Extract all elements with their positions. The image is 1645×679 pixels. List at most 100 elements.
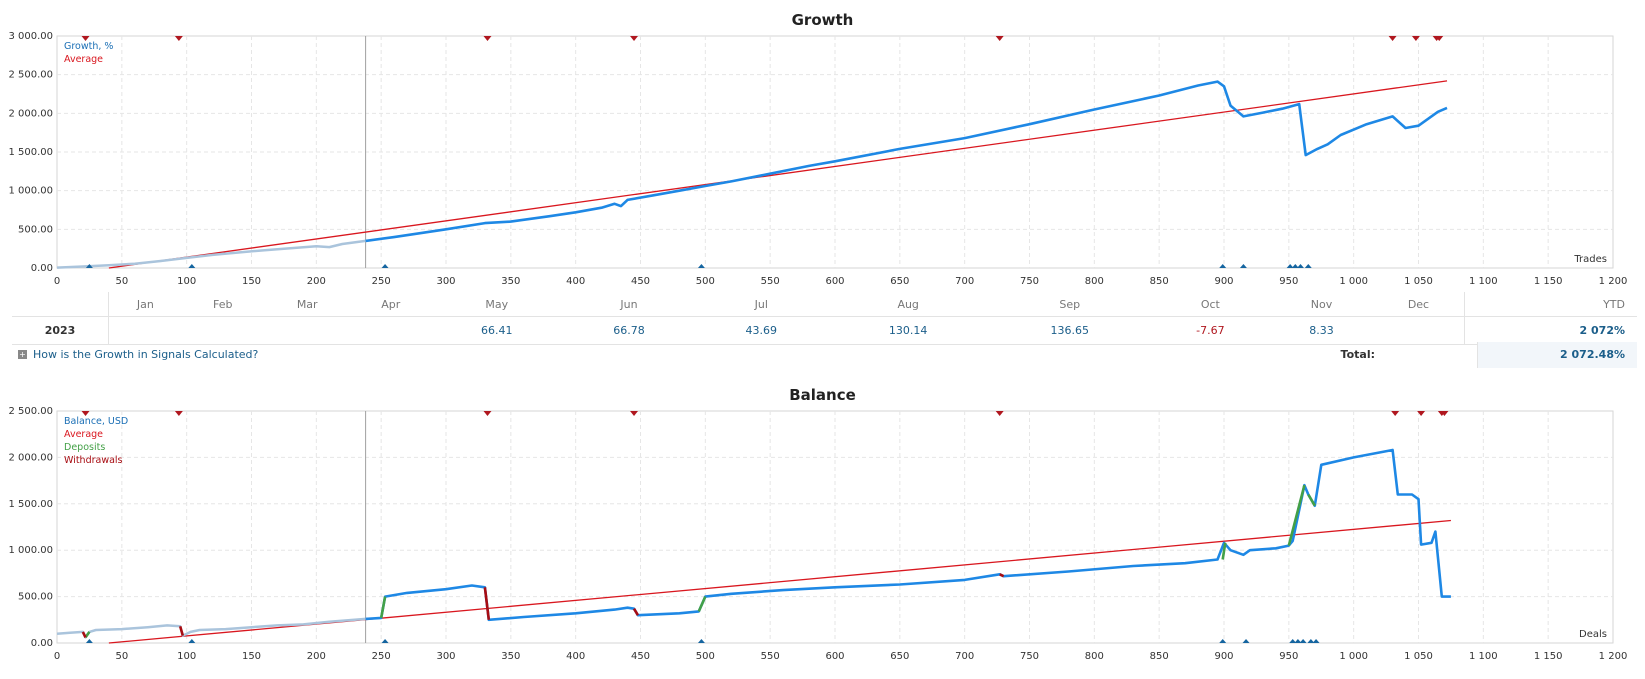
- year-label: 2023: [12, 316, 109, 345]
- ytd-value: 2 072%: [1464, 316, 1637, 345]
- chart-0-top-marker-0: [81, 36, 90, 41]
- chart-0-x-tick-label-23: 1 150: [1534, 276, 1563, 287]
- chart-1-deposits-segment-4: [1307, 493, 1316, 507]
- chart-1-withdrawals-segment-4: [81, 631, 87, 638]
- chart-0-y-tick-label-0: 0.00: [31, 263, 53, 274]
- month-header-jun: Jun: [562, 292, 696, 317]
- chart-1-legend-entry-2: Deposits: [64, 442, 105, 453]
- chart-1-x-tick-label-2: 100: [177, 651, 196, 662]
- chart-0-top-marker-2: [483, 36, 492, 41]
- growth-help-link[interactable]: + How is the Growth in Signals Calculated…: [18, 348, 258, 361]
- chart-1-x-tick-label-4: 200: [307, 651, 326, 662]
- month-value-feb[interactable]: [181, 316, 264, 345]
- month-value-jun[interactable]: 66.78: [562, 316, 696, 345]
- chart-0-x-tick-label-22: 1 100: [1469, 276, 1498, 287]
- chart-0-y-tick-label-3: 1 500.00: [8, 147, 53, 158]
- month-value-jan[interactable]: [108, 316, 182, 345]
- chart-1-bottom-marker-5: [1242, 639, 1250, 643]
- month-header-feb: Feb: [181, 292, 264, 317]
- chart-0-y-tick-label-1: 500.00: [18, 224, 53, 235]
- chart-1-bottom-marker-0: [85, 639, 93, 643]
- chart-1-x-tick-label-15: 750: [1020, 651, 1039, 662]
- month-value-aug[interactable]: 130.14: [827, 316, 989, 345]
- chart-1-legend-entry-3: Withdrawals: [64, 455, 123, 466]
- month-value-may[interactable]: 66.41: [430, 316, 563, 345]
- month-value-nov[interactable]: 8.33: [1270, 316, 1373, 345]
- chart-0-x-tick-label-0: 0: [54, 276, 60, 287]
- chart-1-top-marker-0: [81, 411, 90, 416]
- chart-1-withdrawals-segment-2: [632, 608, 640, 616]
- chart-1-deposits-segment-1: [697, 596, 707, 612]
- chart-0-y-tick-label-2: 1 000.00: [8, 186, 53, 197]
- chart-0-x-tick-label-2: 100: [177, 276, 196, 287]
- month-header-may: May: [430, 292, 563, 317]
- growth-help-text[interactable]: How is the Growth in Signals Calculated?: [33, 348, 259, 361]
- chart-1-x-tick-label-22: 1 100: [1469, 651, 1498, 662]
- chart-0-bottom-marker-7: [1291, 264, 1299, 268]
- chart-1-bottom-marker-9: [1307, 639, 1315, 643]
- chart-1-bottom-marker-2: [381, 639, 389, 643]
- chart-1-bottom-marker-6: [1289, 639, 1297, 643]
- chart-1-top-marker-1: [174, 411, 183, 416]
- chart-1-top-marker-4: [995, 411, 1004, 416]
- chart-1-x-tick-label-8: 400: [566, 651, 585, 662]
- month-value-mar[interactable]: [263, 316, 351, 345]
- chart-1-y-tick-label-3: 1 500.00: [8, 499, 53, 510]
- chart-0-x-tick-label-21: 1 050: [1404, 276, 1433, 287]
- chart-0-x-tick-label-14: 700: [955, 276, 974, 287]
- chart-1-bottom-marker-1: [188, 639, 196, 643]
- chart-1-top-marker-8: [1440, 411, 1449, 416]
- chart-1-withdrawals-segment-1: [483, 587, 491, 620]
- chart-0-top-marker-3: [630, 36, 639, 41]
- chart-1-x-tick-label-3: 150: [242, 651, 261, 662]
- year-header-cell: [12, 292, 109, 317]
- year-row-2023: 2023 66.41 66.78 43.69 130.14 136.65 -7.…: [12, 316, 1637, 345]
- chart-0-x-tick-label-9: 450: [631, 276, 650, 287]
- chart-0-y-tick-label-5: 2 500.00: [8, 70, 53, 81]
- balance-chart-title: Balance: [789, 386, 856, 404]
- month-header-sep: Sep: [988, 292, 1151, 317]
- chart-1-x-tick-label-7: 350: [501, 651, 520, 662]
- chart-0-x-tick-label-4: 200: [307, 276, 326, 287]
- chart-1-y-tick-label-0: 0.00: [31, 638, 53, 649]
- chart-1-top-marker-3: [630, 411, 639, 416]
- chart-1-bottom-marker-10: [1312, 639, 1320, 643]
- chart-0-x-tick-label-17: 850: [1150, 276, 1169, 287]
- chart-0-x-tick-label-18: 900: [1214, 276, 1233, 287]
- month-value-oct[interactable]: -7.67: [1150, 316, 1271, 345]
- chart-0-x-tick-label-19: 950: [1279, 276, 1298, 287]
- chart-0-legend-entry-0: Growth, %: [64, 41, 113, 52]
- chart-1-deposits-segment-2: [1221, 542, 1227, 560]
- chart-0-bottom-marker-1: [188, 264, 196, 268]
- chart-1-top-marker-2: [483, 411, 492, 416]
- chart-1-deposits-segment-3: [1287, 484, 1306, 546]
- month-header-mar: Mar: [263, 292, 351, 317]
- chart-1-x-tick-label-9: 450: [631, 651, 650, 662]
- expand-icon[interactable]: +: [18, 350, 27, 359]
- chart-0-x-tick-label-5: 250: [372, 276, 391, 287]
- month-header-jan: Jan: [108, 292, 182, 317]
- chart-0-y-tick-label-4: 2 000.00: [8, 108, 53, 119]
- chart-1-x-tick-label-21: 1 050: [1404, 651, 1433, 662]
- chart-0-top-marker-1: [174, 36, 183, 41]
- month-value-apr[interactable]: [350, 316, 431, 345]
- chart-1-x-tick-label-0: 0: [54, 651, 60, 662]
- balance-chart: 0 50 100 150 200 250 300 350 400 450 500 550 600 650 7…: [8, 406, 1627, 662]
- chart-1-withdrawals-segment-3: [999, 573, 1005, 578]
- chart-1-x-tick-label-11: 550: [761, 651, 780, 662]
- chart-0-bottom-marker-3: [697, 264, 705, 268]
- chart-0-x-tick-label-3: 150: [242, 276, 261, 287]
- chart-0-top-marker-8: [1435, 36, 1444, 41]
- chart-1-x-tick-label-20: 1 000: [1339, 651, 1368, 662]
- month-value-dec[interactable]: [1372, 316, 1465, 345]
- chart-1-x-tick-label-19: 950: [1279, 651, 1298, 662]
- chart-0-x-axis-label: Trades: [1573, 254, 1607, 265]
- chart-1-x-tick-label-16: 800: [1085, 651, 1104, 662]
- month-value-jul[interactable]: 43.69: [695, 316, 828, 345]
- chart-1-main-series-line: [365, 448, 1451, 622]
- chart-1-x-tick-label-5: 250: [372, 651, 391, 662]
- month-value-sep[interactable]: 136.65: [988, 316, 1151, 345]
- chart-1-x-tick-label-14: 700: [955, 651, 974, 662]
- chart-1-x-tick-label-1: 50: [115, 651, 128, 662]
- chart-1-top-marker-5: [1391, 411, 1400, 416]
